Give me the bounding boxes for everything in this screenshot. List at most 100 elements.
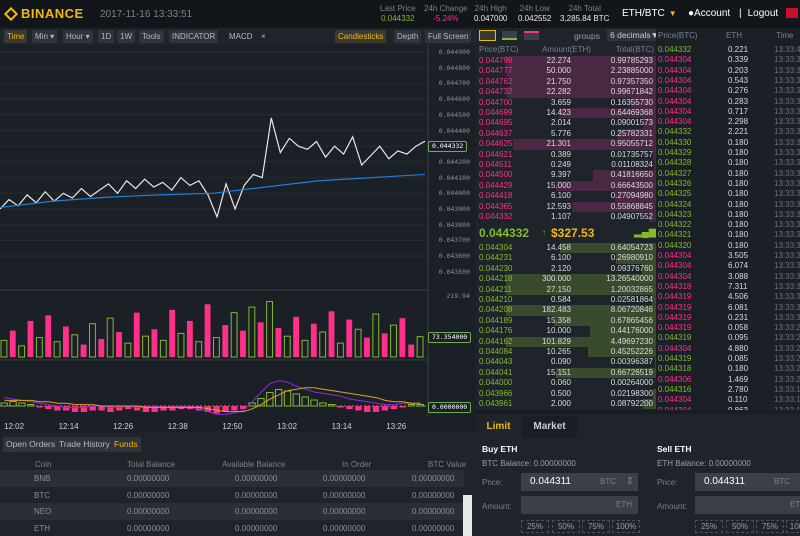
book-asks-view-icon[interactable] <box>524 31 539 40</box>
uk-flag-icon[interactable] <box>786 8 798 18</box>
trade-time: 13:33:1 <box>774 384 800 394</box>
buy-50-button[interactable]: 50% <box>552 520 580 533</box>
time-button[interactable]: Time <box>4 30 28 43</box>
trade-price: 0.044321 <box>658 230 692 240</box>
tools-button[interactable]: Tools <box>139 30 164 43</box>
amount-cell: 14.458 <box>546 243 571 252</box>
tab-open-orders[interactable]: Open Orders <box>3 437 59 452</box>
sell-title: Sell ETH <box>657 444 692 454</box>
sell-50-button[interactable]: 50% <box>726 520 754 533</box>
bid-row[interactable]: 0.044041 15.151 0.66726519 <box>476 367 656 379</box>
buy-100-button[interactable]: 100% <box>612 520 640 533</box>
bid-row[interactable]: 0.044208 182.483 8.06720846 <box>476 305 656 316</box>
bid-row[interactable]: 0.044218 300.000 13.26540000 <box>476 274 656 285</box>
ask-row[interactable]: 0.044418 6.100 0.27094980 <box>476 191 656 202</box>
account-link[interactable]: Account <box>694 8 731 19</box>
ask-row[interactable]: 0.044700 3.659 0.16355730 <box>476 97 656 108</box>
buy-amount-unit: ETH <box>616 500 632 509</box>
bid-row[interactable]: 0.044189 15.358 0.67865456 <box>476 315 656 327</box>
macd-histogram-bar <box>107 406 114 412</box>
buy-75-button[interactable]: 75% <box>582 520 610 533</box>
bid-row[interactable]: 0.044162 101.829 4.49697230 <box>476 336 656 347</box>
buy-amount-input[interactable]: ETH <box>521 496 638 514</box>
trade-amount: 6.074 <box>728 261 749 271</box>
bid-row[interactable]: 0.044304 14.458 0.64054723 <box>476 243 656 254</box>
pair-selector[interactable]: ETH/BTC ▼ <box>622 8 677 19</box>
buy-price-input[interactable]: 0.044311 BTC ⇕ <box>521 473 638 491</box>
macd-histogram-bar <box>0 402 8 407</box>
bid-row[interactable]: 0.044211 27.150 1.20032865 <box>476 284 656 295</box>
trade-amount: 0.180 <box>728 230 749 240</box>
ask-row[interactable]: 0.044637 5.776 0.25782331 <box>476 128 656 140</box>
bid-row[interactable]: 0.044210 0.584 0.02581864 <box>476 295 656 306</box>
bid-row[interactable]: 0.044084 10.265 0.45252226 <box>476 347 656 358</box>
macd-histogram-bar <box>407 404 416 407</box>
amount-cell: 22.282 <box>546 87 571 97</box>
tab-trade-history[interactable]: Trade History <box>56 437 113 452</box>
hour-dropdown[interactable]: Hour ▾ <box>63 30 93 43</box>
price-chart[interactable]: 0.044900 0.044800 0.044700 0.044600 0.044500… <box>0 45 476 432</box>
depth-bar <box>652 295 656 306</box>
sell-amount-input[interactable]: ETH <box>695 496 800 514</box>
indicator-button[interactable]: INDICATOR <box>169 30 219 43</box>
macd-histogram-bar <box>310 399 318 407</box>
amount-cell: 182.483 <box>542 305 571 315</box>
ask-row[interactable]: 0.044762 21.750 0.97357350 <box>476 76 656 88</box>
depth-bar <box>631 97 656 108</box>
ask-row[interactable]: 0.044699 14.423 0.64469368 <box>476 108 656 119</box>
book-bids-view-icon[interactable] <box>502 31 517 40</box>
bid-row[interactable]: 0.044043 0.090 0.00396387 <box>476 357 656 368</box>
logout-link[interactable]: Logout <box>747 8 779 19</box>
funds-scrollbar[interactable] <box>463 495 472 536</box>
depth-button[interactable]: Depth <box>394 30 422 43</box>
sell-price-input[interactable]: 0.044311 BTC <box>695 473 800 491</box>
ask-row[interactable]: 0.044621 0.389 0.01735757 <box>476 149 656 160</box>
ask-row[interactable]: 0.044332 1.107 0.04907552 <box>476 212 656 223</box>
groups-dropdown[interactable]: 6 decimals▼ <box>607 29 663 41</box>
ask-row[interactable]: 0.044777 50.000 2.23885000 <box>476 66 656 77</box>
price-cell: 0.044218 <box>479 274 513 284</box>
bid-row[interactable]: 0.044231 6.100 0.26980910 <box>476 253 656 264</box>
volume-bar <box>230 312 238 358</box>
ask-row[interactable]: 0.044365 12.593 0.55868845 <box>476 201 656 212</box>
ask-row[interactable]: 0.044625 21.301 0.95055712 <box>476 139 656 150</box>
depth-bar <box>652 388 656 399</box>
tab-market[interactable]: Market <box>522 416 577 438</box>
1w-button[interactable]: 1W <box>117 30 135 43</box>
macd-histogram-bar <box>266 392 274 407</box>
macd-histogram-bar <box>54 406 61 411</box>
bid-row[interactable]: 0.044000 0.060 0.00264000 <box>476 378 656 389</box>
trade-row: 0.044304 4.880 13:33:2 <box>656 344 800 354</box>
bid-row[interactable]: 0.043966 0.500 0.02198300 <box>476 388 656 399</box>
tab-limit[interactable]: Limit <box>486 421 511 432</box>
bid-row[interactable]: 0.043961 2.000 0.08792200 <box>476 399 656 410</box>
stepper-icon[interactable]: ⇕ <box>625 476 634 487</box>
ask-row[interactable]: 0.044500 9.397 0.41816650 <box>476 170 656 181</box>
ask-row[interactable]: 0.044429 15.000 0.66643500 <box>476 180 656 192</box>
candlesticks-button[interactable]: Candlesticks <box>335 30 387 43</box>
macd-histogram-bar <box>124 406 132 409</box>
sell-25-button[interactable]: 25% <box>695 520 723 533</box>
ask-row[interactable]: 0.044695 2.014 0.09001573 <box>476 118 656 129</box>
sell-100-button[interactable]: 100% <box>786 520 800 533</box>
binance-logo[interactable]: BINANCE <box>3 6 84 22</box>
buy-25-button[interactable]: 25% <box>521 520 549 533</box>
remove-indicator-icon[interactable]: × <box>261 32 266 41</box>
trade-price: 0.044304 <box>658 251 692 260</box>
book-both-view-icon[interactable] <box>479 30 496 41</box>
1d-button[interactable]: 1D <box>98 30 115 43</box>
bid-row[interactable]: 0.044176 10.000 0.44176000 <box>476 326 656 337</box>
ask-row[interactable]: 0.044511 0.249 0.01108324 <box>476 160 656 171</box>
min-dropdown[interactable]: Min ▾ <box>32 30 58 43</box>
ask-row[interactable]: 0.044799 22.274 0.99785293 <box>476 56 656 67</box>
depth-bar <box>506 66 656 77</box>
sell-75-button[interactable]: 75% <box>756 520 784 533</box>
total-cell: 0.97357350 <box>610 76 653 86</box>
bid-row[interactable]: 0.044230 2.120 0.09376760 <box>476 263 656 275</box>
hour-label: Hour <box>66 32 84 41</box>
tab-funds[interactable]: Funds <box>111 437 141 452</box>
volume-bar <box>106 317 114 358</box>
ask-row[interactable]: 0.044732 22.282 0.99671842 <box>476 87 656 98</box>
fullscreen-button[interactable]: Full Screen <box>425 30 472 43</box>
col-trade-price: Price(BTC) <box>658 31 698 40</box>
